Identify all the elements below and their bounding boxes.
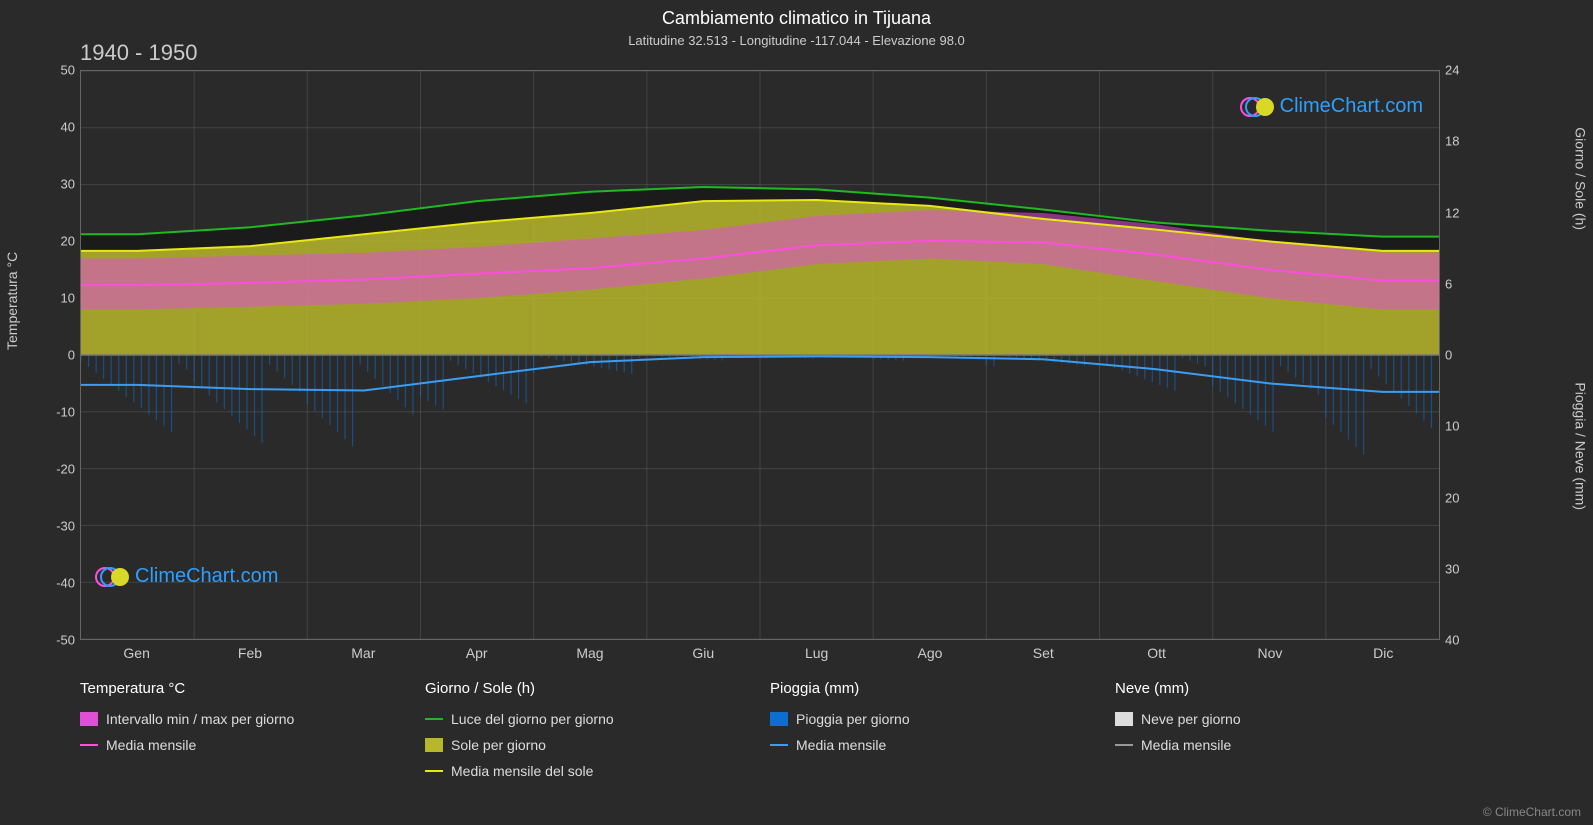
right-tick-hours: 24 [1445,63,1485,78]
legend: Temperatura °C Intervallo min / max per … [80,680,1440,779]
watermark-bottom: ClimeChart.com [95,565,278,588]
month-label: Feb [193,645,306,661]
month-label: Nov [1213,645,1326,661]
legend-item-rain-daily: Pioggia per giorno [770,711,1095,727]
swatch-daylight [425,718,443,720]
swatch-sun-media [425,770,443,772]
swatch-sun [425,738,443,752]
left-tick: 0 [35,348,75,363]
legend-col-giorno-sole: Giorno / Sole (h) Luce del giorno per gi… [425,680,750,779]
month-label: Dic [1327,645,1440,661]
legend-label: Media mensile [1141,737,1231,753]
legend-label: Media mensile del sole [451,763,593,779]
legend-item-snow-daily: Neve per giorno [1115,711,1440,727]
legend-item-daylight: Luce del giorno per giorno [425,711,750,727]
swatch-temp-media [80,744,98,746]
axis-label-right-bottom: Pioggia / Neve (mm) [1573,382,1589,510]
watermark-text: ClimeChart.com [1280,95,1423,118]
legend-item-snow-media: Media mensile [1115,737,1440,753]
right-tick-hours: 0 [1445,348,1485,363]
month-label: Ott [1100,645,1213,661]
watermark-text: ClimeChart.com [135,565,278,588]
left-tick: 40 [35,120,75,135]
month-label: Ago [873,645,986,661]
legend-header-temperatura: Temperatura °C [80,680,405,697]
month-label: Mag [533,645,646,661]
left-tick: -40 [35,576,75,591]
legend-label: Media mensile [796,737,886,753]
legend-label: Sole per giorno [451,737,546,753]
right-tick-hours: 12 [1445,205,1485,220]
left-tick: -50 [35,633,75,648]
climechart-logo-icon [1240,96,1274,118]
right-tick-rain: 30 [1445,561,1485,576]
swatch-rain-media [770,744,788,746]
swatch-snow [1115,712,1133,726]
right-tick-hours: 6 [1445,276,1485,291]
legend-header-neve: Neve (mm) [1115,680,1440,697]
left-tick: -20 [35,462,75,477]
axis-label-left: Temperatura °C [4,252,20,350]
legend-item-sun: Sole per giorno [425,737,750,753]
period-label: 1940 - 1950 [80,40,197,66]
month-label: Set [987,645,1100,661]
legend-label: Luce del giorno per giorno [451,711,614,727]
legend-item-temp-media: Media mensile [80,737,405,753]
legend-label: Pioggia per giorno [796,711,910,727]
month-label: Mar [307,645,420,661]
swatch-rain [770,712,788,726]
legend-header-giorno-sole: Giorno / Sole (h) [425,680,750,697]
right-tick-hours: 18 [1445,134,1485,149]
right-tick-rain: 20 [1445,490,1485,505]
copyright: © ClimeChart.com [1483,805,1581,819]
legend-col-temperatura: Temperatura °C Intervallo min / max per … [80,680,405,779]
left-tick: -10 [35,405,75,420]
left-tick: 30 [35,177,75,192]
left-tick: 50 [35,63,75,78]
climechart-logo-icon [95,566,129,588]
chart-title: Cambiamento climatico in Tijuana [0,0,1593,29]
legend-label: Neve per giorno [1141,711,1241,727]
month-label: Apr [420,645,533,661]
right-tick-rain: 40 [1445,633,1485,648]
swatch-snow-media [1115,744,1133,746]
chart-subtitle: Latitudine 32.513 - Longitudine -117.044… [0,29,1593,48]
legend-col-neve: Neve (mm) Neve per giorno Media mensile [1115,680,1440,779]
right-tick-rain: 10 [1445,419,1485,434]
left-tick: 10 [35,291,75,306]
left-tick: 20 [35,234,75,249]
legend-header-pioggia: Pioggia (mm) [770,680,1095,697]
legend-label: Media mensile [106,737,196,753]
legend-label: Intervallo min / max per giorno [106,711,294,727]
month-label: Lug [760,645,873,661]
month-labels: GenFebMarAprMagGiuLugAgoSetOttNovDic [80,645,1440,661]
month-label: Giu [647,645,760,661]
watermark-top: ClimeChart.com [1240,95,1423,118]
legend-col-pioggia: Pioggia (mm) Pioggia per giorno Media me… [770,680,1095,779]
legend-item-sun-media: Media mensile del sole [425,763,750,779]
swatch-temp-band [80,712,98,726]
legend-item-temp-band: Intervallo min / max per giorno [80,711,405,727]
left-tick: -30 [35,519,75,534]
axis-label-right-top: Giorno / Sole (h) [1573,127,1589,230]
legend-item-rain-media: Media mensile [770,737,1095,753]
chart-plot-area [80,70,1440,640]
month-label: Gen [80,645,193,661]
